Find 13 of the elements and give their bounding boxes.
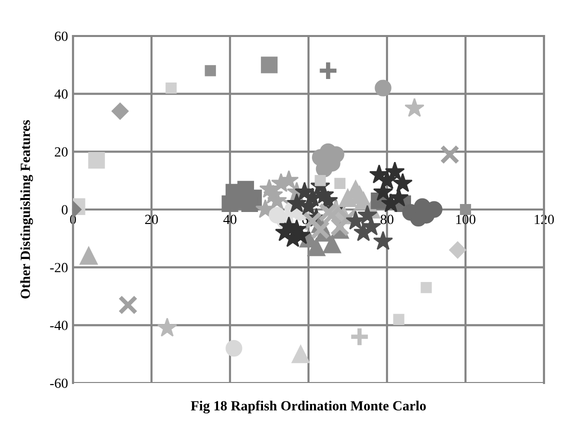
y-tick-label: -40 bbox=[50, 320, 68, 330]
y-axis-title: Other Distinguishing Features bbox=[20, 120, 33, 298]
y-tick-label: -20 bbox=[50, 262, 68, 272]
x-tick-label: 80 bbox=[380, 214, 394, 224]
x-tick-label: 100 bbox=[456, 214, 476, 224]
text: Fig 18 Rapfish Ordination Monte Carlo bbox=[190, 400, 426, 414]
y-tick-label: 60 bbox=[54, 32, 68, 41]
x-tick-label: 40 bbox=[223, 214, 236, 224]
x-tick-label: 20 bbox=[145, 214, 158, 224]
y-tick-label: 0 bbox=[62, 205, 68, 214]
y-tick-label: -60 bbox=[50, 378, 68, 388]
y-tick-label: 20 bbox=[54, 147, 68, 157]
y-tick-label: 40 bbox=[54, 89, 68, 99]
